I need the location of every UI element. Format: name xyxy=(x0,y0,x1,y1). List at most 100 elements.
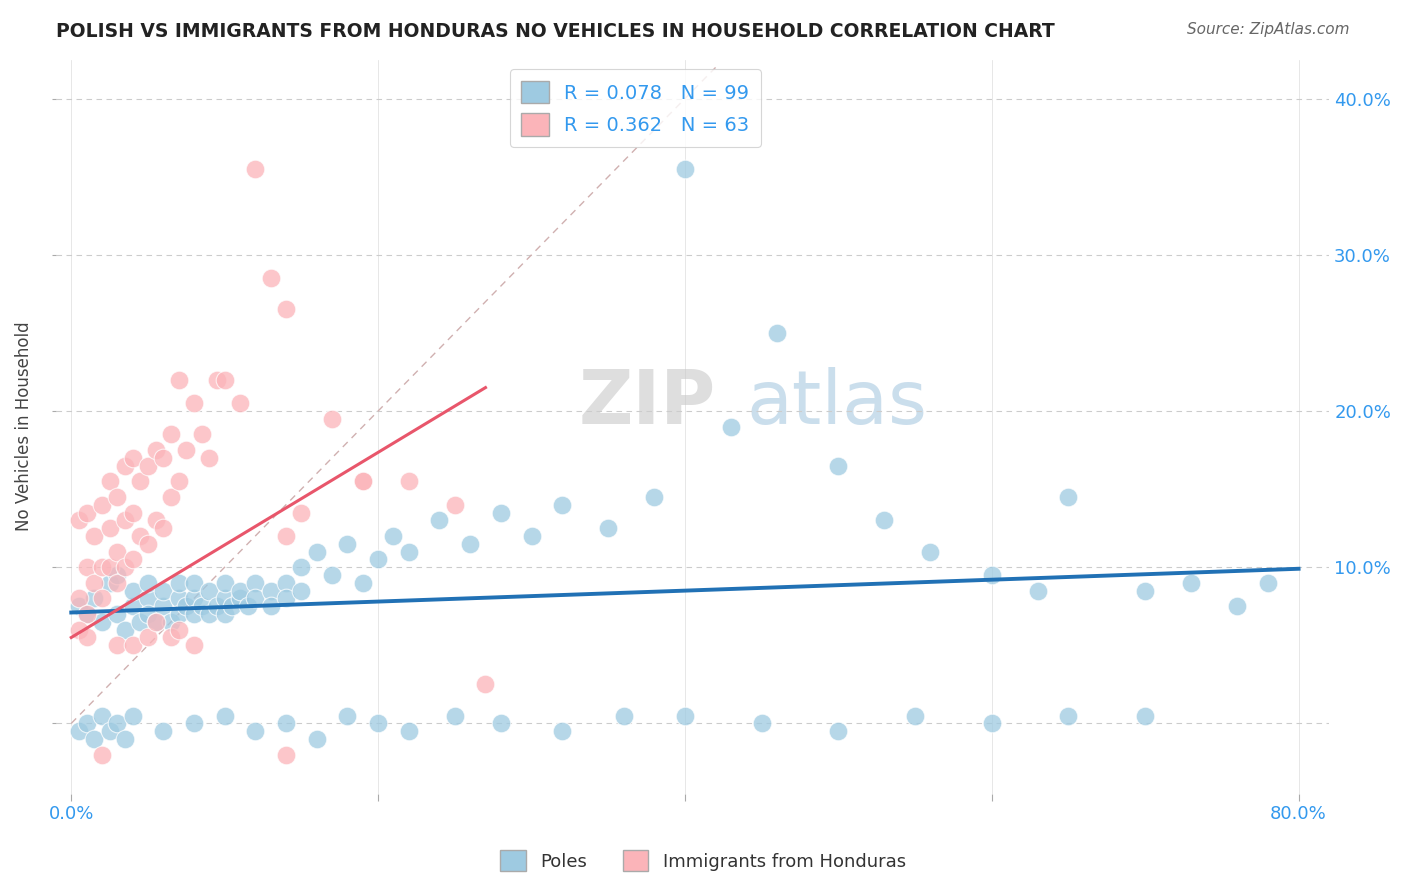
Point xyxy=(290,560,312,574)
Point xyxy=(105,490,128,504)
Point xyxy=(121,506,143,520)
Point xyxy=(260,583,283,598)
Point xyxy=(114,623,136,637)
Point xyxy=(980,716,1002,731)
Point xyxy=(673,708,696,723)
Point xyxy=(145,513,167,527)
Point xyxy=(1133,708,1156,723)
Point xyxy=(129,529,152,543)
Point xyxy=(105,607,128,621)
Point xyxy=(98,560,121,574)
Point xyxy=(67,623,90,637)
Point xyxy=(198,583,221,598)
Point xyxy=(274,529,297,543)
Point xyxy=(176,599,198,614)
Point xyxy=(76,631,98,645)
Point xyxy=(160,490,183,504)
Point xyxy=(489,506,512,520)
Point xyxy=(214,575,236,590)
Point xyxy=(167,373,190,387)
Point xyxy=(205,373,228,387)
Point xyxy=(1180,575,1202,590)
Point xyxy=(152,599,174,614)
Point xyxy=(152,450,174,465)
Point xyxy=(91,560,114,574)
Point xyxy=(76,607,98,621)
Point xyxy=(274,302,297,317)
Point xyxy=(121,708,143,723)
Point xyxy=(352,575,374,590)
Point xyxy=(83,575,105,590)
Point xyxy=(1133,583,1156,598)
Point xyxy=(98,575,121,590)
Point xyxy=(260,271,283,285)
Point xyxy=(245,724,267,739)
Point xyxy=(67,599,90,614)
Point xyxy=(176,443,198,458)
Point xyxy=(121,552,143,566)
Point xyxy=(167,575,190,590)
Point xyxy=(229,591,252,606)
Point xyxy=(183,638,205,652)
Point xyxy=(183,591,205,606)
Point xyxy=(121,583,143,598)
Point xyxy=(67,591,90,606)
Point xyxy=(91,498,114,512)
Point xyxy=(67,724,90,739)
Point xyxy=(827,458,849,473)
Point xyxy=(114,731,136,746)
Point xyxy=(443,498,465,512)
Point xyxy=(229,396,252,410)
Point xyxy=(190,599,212,614)
Point xyxy=(190,427,212,442)
Point xyxy=(205,599,228,614)
Text: atlas: atlas xyxy=(747,367,928,440)
Point xyxy=(105,716,128,731)
Point xyxy=(382,529,405,543)
Point xyxy=(274,716,297,731)
Text: Source: ZipAtlas.com: Source: ZipAtlas.com xyxy=(1187,22,1350,37)
Point xyxy=(474,677,496,691)
Point xyxy=(873,513,896,527)
Point xyxy=(91,747,114,762)
Point xyxy=(274,575,297,590)
Point xyxy=(398,475,420,489)
Point xyxy=(105,544,128,558)
Point xyxy=(214,607,236,621)
Point xyxy=(105,638,128,652)
Point xyxy=(827,724,849,739)
Point xyxy=(1026,583,1049,598)
Point xyxy=(236,599,259,614)
Point xyxy=(129,475,152,489)
Point xyxy=(245,591,267,606)
Point xyxy=(214,708,236,723)
Point xyxy=(91,591,114,606)
Point xyxy=(76,560,98,574)
Point xyxy=(167,475,190,489)
Point xyxy=(183,607,205,621)
Point xyxy=(91,615,114,629)
Text: POLISH VS IMMIGRANTS FROM HONDURAS NO VEHICLES IN HOUSEHOLD CORRELATION CHART: POLISH VS IMMIGRANTS FROM HONDURAS NO VE… xyxy=(56,22,1054,41)
Point xyxy=(321,568,343,582)
Point xyxy=(145,615,167,629)
Point xyxy=(67,513,90,527)
Point xyxy=(245,575,267,590)
Point xyxy=(458,537,481,551)
Point xyxy=(229,583,252,598)
Point xyxy=(160,427,183,442)
Point xyxy=(136,575,159,590)
Point xyxy=(167,591,190,606)
Point xyxy=(121,599,143,614)
Point xyxy=(152,583,174,598)
Point xyxy=(260,599,283,614)
Point xyxy=(612,708,634,723)
Point xyxy=(76,506,98,520)
Point xyxy=(551,724,574,739)
Point xyxy=(114,513,136,527)
Point xyxy=(643,490,665,504)
Point xyxy=(183,575,205,590)
Point xyxy=(105,575,128,590)
Point xyxy=(321,412,343,426)
Text: ZIP: ZIP xyxy=(578,367,716,440)
Point xyxy=(336,537,359,551)
